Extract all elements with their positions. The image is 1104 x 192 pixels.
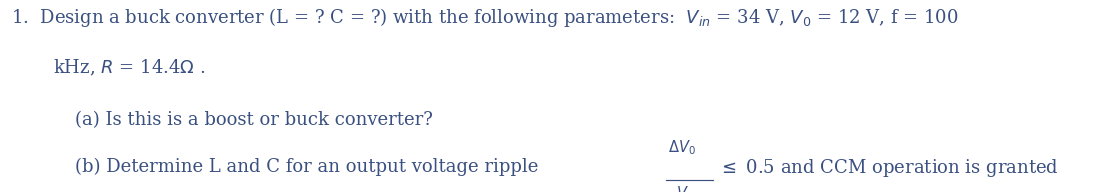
Text: $\Delta V_0$: $\Delta V_0$: [668, 138, 696, 157]
Text: $V_0$: $V_0$: [676, 184, 693, 192]
Text: (b) Determine L and C for an output voltage ripple: (b) Determine L and C for an output volt…: [75, 157, 544, 176]
Text: 1.  Design a buck converter (L = ? C = ?) with the following parameters:  $V_{in: 1. Design a buck converter (L = ? C = ?)…: [11, 6, 958, 29]
Text: $\leq$ 0.5 and CCM operation is granted: $\leq$ 0.5 and CCM operation is granted: [718, 157, 1059, 180]
Text: kHz, $R$ = 14.4$\Omega$ .: kHz, $R$ = 14.4$\Omega$ .: [53, 58, 205, 78]
Text: (a) Is this is a boost or buck converter?: (a) Is this is a boost or buck converter…: [75, 111, 433, 129]
